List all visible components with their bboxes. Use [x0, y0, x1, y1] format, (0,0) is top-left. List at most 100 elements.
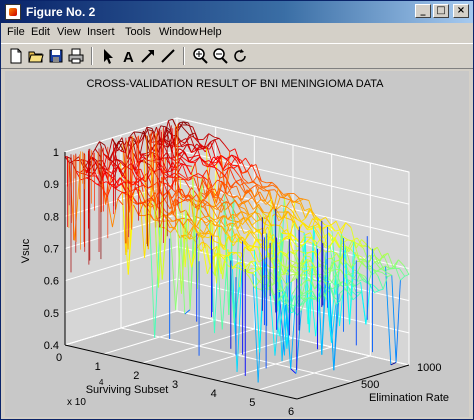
- save-icon[interactable]: [47, 47, 65, 65]
- insert-text-icon[interactable]: A: [119, 47, 137, 65]
- insert-line-icon[interactable]: [159, 47, 177, 65]
- mesh-line: [269, 285, 276, 356]
- maximize-button[interactable]: □: [433, 4, 449, 18]
- mesh-line: [176, 219, 182, 294]
- mesh-line: [168, 191, 174, 216]
- mesh-line: [199, 156, 205, 163]
- mesh-line: [356, 237, 363, 247]
- mesh-line: [169, 172, 175, 177]
- mesh-line: [204, 232, 210, 235]
- mesh-line: [189, 224, 195, 240]
- mesh-line: [179, 148, 185, 153]
- mesh-line: [325, 217, 332, 226]
- mesh-line: [330, 288, 337, 305]
- mesh-line: [196, 176, 202, 179]
- open-folder-icon[interactable]: [27, 47, 45, 65]
- mesh-line: [119, 177, 125, 183]
- close-button[interactable]: ×: [453, 4, 469, 18]
- mesh-line: [338, 242, 344, 248]
- mesh-line: [251, 221, 257, 226]
- mesh-line: [204, 215, 210, 218]
- mesh-line: [219, 219, 226, 228]
- y-grid-line: [120, 327, 354, 383]
- mesh-line: [180, 235, 187, 240]
- mesh-line: [253, 180, 260, 189]
- mesh-line: [248, 225, 255, 234]
- menu-file[interactable]: File: [7, 26, 25, 38]
- mesh-line: [186, 144, 192, 153]
- mesh-line: [330, 224, 336, 232]
- mesh-line: [191, 187, 198, 195]
- mesh-line: [385, 266, 392, 365]
- mesh-line: [364, 259, 369, 264]
- title-bar[interactable]: Figure No. 2 _ □ ×: [1, 1, 473, 23]
- menu-tools[interactable]: Tools: [125, 26, 151, 38]
- mesh-line: [233, 266, 240, 269]
- mesh-line: [245, 261, 252, 268]
- mesh-line: [235, 179, 241, 183]
- mesh-line: [177, 121, 184, 132]
- mesh-line: [254, 210, 261, 220]
- mesh-line: [117, 192, 123, 200]
- mesh-line: [331, 272, 337, 282]
- print-icon[interactable]: [67, 47, 85, 65]
- mesh-line: [329, 269, 336, 273]
- mesh-line: [186, 165, 192, 175]
- mesh-line: [220, 253, 226, 257]
- mesh-line: [180, 209, 186, 213]
- zoom-in-icon[interactable]: [191, 47, 209, 65]
- mesh-line: [349, 241, 355, 325]
- mesh-line: [210, 219, 216, 227]
- mesh-line: [235, 181, 241, 186]
- mesh-line: [193, 154, 199, 158]
- mesh-line: [252, 175, 258, 183]
- mesh-line: [358, 278, 365, 282]
- mesh-line: [378, 260, 385, 271]
- mesh-line: [243, 200, 249, 202]
- menu-help[interactable]: Help: [199, 26, 222, 38]
- mesh-line: [255, 239, 261, 245]
- mesh-line: [157, 220, 163, 280]
- mesh-line: [170, 232, 177, 310]
- figure-canvas[interactable]: CROSS-VALIDATION RESULT OF BNI MENINGIOM…: [5, 71, 469, 417]
- mesh-line: [239, 157, 246, 164]
- mesh-line: [112, 141, 120, 163]
- zoom-out-icon[interactable]: [211, 47, 229, 65]
- mesh-line: [399, 268, 406, 277]
- menu-insert[interactable]: Insert: [87, 26, 115, 38]
- mesh-line: [320, 217, 326, 221]
- new-file-icon[interactable]: [7, 47, 25, 65]
- mesh-line: [147, 185, 153, 189]
- mesh-line: [168, 118, 173, 122]
- insert-arrow-icon[interactable]: [139, 47, 157, 65]
- mesh-line: [260, 199, 267, 205]
- mesh-line: [107, 138, 113, 157]
- mesh-line: [272, 184, 279, 190]
- menu-edit[interactable]: Edit: [31, 26, 50, 38]
- minimize-button[interactable]: _: [415, 4, 431, 18]
- mesh-line: [233, 262, 239, 268]
- mesh-line: [264, 200, 271, 207]
- mesh-line: [219, 215, 225, 220]
- mesh-line: [89, 159, 96, 173]
- mesh-line: [289, 221, 295, 235]
- mesh-line: [193, 136, 199, 141]
- mesh-line: [113, 141, 120, 150]
- mesh-line: [268, 206, 274, 214]
- mesh-line: [224, 193, 230, 315]
- menu-window[interactable]: Window: [159, 26, 199, 38]
- mesh-line: [236, 185, 243, 201]
- select-arrow-icon[interactable]: [99, 47, 117, 65]
- mesh-line: [238, 175, 245, 184]
- mesh-line: [242, 237, 248, 247]
- mesh-line: [78, 156, 85, 170]
- rotate-3d-icon[interactable]: [231, 47, 249, 65]
- surface-plot[interactable]: CROSS-VALIDATION RESULT OF BNI MENINGIOM…: [5, 71, 469, 417]
- mesh-line: [126, 166, 133, 171]
- menu-view[interactable]: View: [57, 26, 81, 38]
- mesh-line: [282, 265, 289, 275]
- mesh-line: [147, 129, 154, 132]
- mesh-line: [334, 237, 340, 248]
- mesh-line: [280, 295, 287, 305]
- mesh-line: [339, 245, 346, 248]
